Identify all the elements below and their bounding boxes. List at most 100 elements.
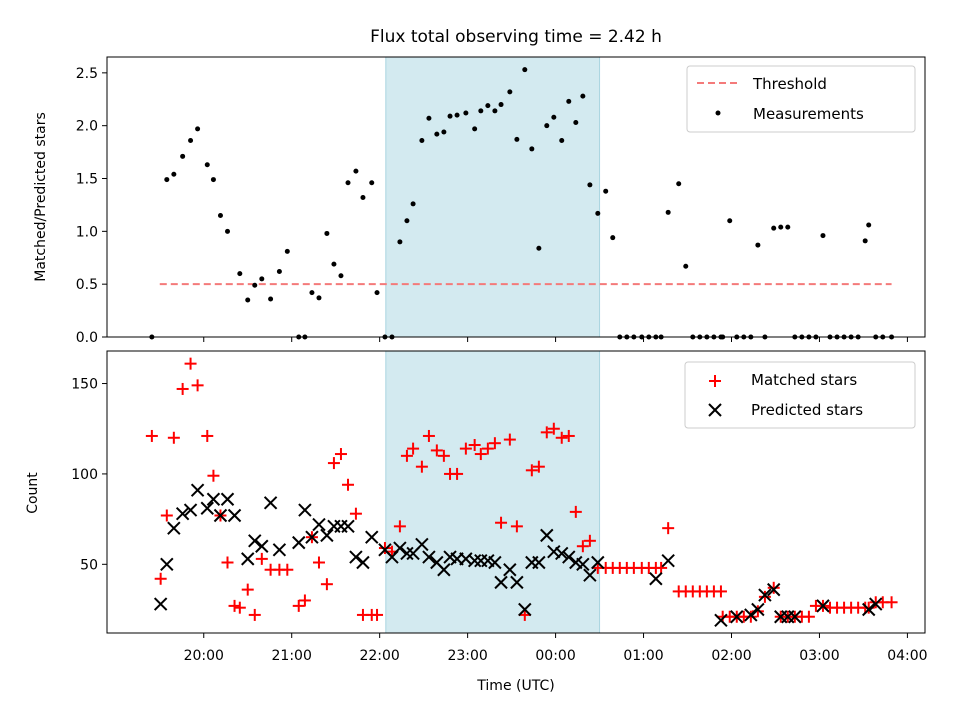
measurement-point — [210, 177, 216, 183]
matched-star-point — [468, 439, 481, 451]
matched-star-point — [233, 601, 246, 614]
predicted-star-point — [488, 555, 502, 570]
predicted-star-point — [263, 496, 278, 510]
y-tick-label: 100 — [71, 467, 98, 483]
matched-star-point — [334, 448, 347, 461]
measurement-point — [485, 103, 491, 109]
predicted-star-point — [503, 563, 517, 577]
matched-star-point — [342, 478, 355, 491]
predicted-star-point — [583, 568, 597, 582]
predicted-star-point — [751, 602, 765, 617]
matched-star-point — [201, 429, 214, 442]
predicted-star-point — [272, 543, 287, 557]
predicted-star-point — [255, 539, 269, 553]
matched-star-point — [191, 379, 204, 392]
legend-matched-swatch — [709, 375, 721, 387]
matched-star-point — [167, 431, 180, 444]
y-tick-label: 150 — [71, 377, 98, 393]
matched-star-point — [885, 596, 898, 609]
matched-star-point — [312, 556, 325, 569]
predicted-star-point — [292, 535, 306, 550]
measurement-point — [404, 218, 410, 224]
matched-star-point — [662, 522, 675, 535]
x-tick-label: 23:00 — [447, 648, 487, 664]
predicted-star-point — [532, 555, 546, 570]
measurement-point — [171, 171, 177, 177]
legend-predicted-swatch — [708, 403, 722, 417]
measurement-point — [225, 228, 231, 234]
top-panel: Flux total observing time = 2.42 h Match… — [33, 27, 926, 346]
predicted-star-point — [467, 553, 482, 568]
predicted-star-point — [200, 501, 214, 515]
measurement-point — [360, 195, 366, 201]
predicted-star-point — [661, 553, 675, 568]
matched-star-point — [510, 520, 523, 533]
legend-measurements-swatch — [715, 110, 721, 116]
matched-star-point — [407, 442, 420, 455]
matched-star-point — [714, 585, 727, 598]
matched-star-point — [371, 608, 384, 621]
matched-star-point — [569, 505, 582, 518]
matched-star-point — [540, 426, 553, 439]
predicted-star-point — [494, 575, 508, 590]
measurement-point — [188, 137, 194, 143]
matched-star-point — [518, 608, 531, 621]
predicted-star-point — [555, 546, 569, 561]
measurement-point — [785, 224, 791, 230]
matched-star-point — [767, 581, 780, 594]
x-tick-label: 01:00 — [623, 648, 663, 664]
measurement-point — [676, 181, 682, 187]
matched-star-point — [555, 431, 568, 444]
predicted-star-point — [356, 555, 370, 570]
matched-star-point — [241, 583, 254, 596]
predicted-star-point — [758, 588, 772, 602]
predicted-star-point — [540, 528, 554, 543]
predicted-star-point — [437, 563, 451, 577]
measurement-point — [447, 113, 453, 119]
matched-star-point — [292, 599, 305, 612]
measurement-point — [180, 153, 186, 159]
measurement-point — [771, 225, 777, 231]
bottom-x-ticks: 20:00 21:00 22:00 23:00 00:00 01:00 02:00 03:00… — [184, 633, 928, 664]
legend-predicted-label: Predicted stars — [751, 401, 863, 419]
matched-star-point — [459, 442, 472, 455]
bottom-panel: Count Time (UTC) 50 100 150 20:00 21:00 22:0… — [25, 350, 928, 694]
matched-star-point — [327, 457, 340, 470]
top-highlight-span — [385, 56, 601, 338]
measurement-point — [778, 224, 784, 230]
measurement-point — [324, 230, 330, 236]
matched-star-point — [481, 442, 494, 455]
predicted-star-point — [220, 492, 235, 506]
predicted-star-point — [241, 552, 255, 566]
measurement-point — [573, 120, 579, 126]
x-tick-label: 04:00 — [887, 648, 927, 664]
x-tick-label: 20:00 — [184, 648, 224, 664]
predicted-star-point — [349, 550, 363, 564]
predicted-star-point — [175, 506, 190, 521]
predicted-star-point — [298, 503, 312, 517]
matched-star-point — [228, 599, 241, 612]
matched-star-point — [758, 590, 771, 603]
chart-title: Flux total observing time = 2.42 h — [370, 27, 662, 47]
measurement-point — [204, 162, 210, 168]
measurement-point — [284, 248, 290, 254]
measurement-point — [268, 296, 274, 302]
legend-matched-label: Matched stars — [751, 371, 857, 389]
matched-star-point — [474, 448, 487, 461]
measurement-point — [419, 137, 425, 143]
y-tick-label: 0.5 — [76, 277, 98, 293]
bottom-y-ticks: 50 100 150 — [71, 377, 107, 573]
measurement-point — [559, 137, 565, 143]
top-y-axis-label: Matched/Predicted stars — [33, 112, 49, 282]
bottom-plot-marks — [145, 357, 898, 628]
top-x-ticks — [203, 337, 908, 342]
measurement-point — [331, 261, 337, 267]
matched-star-point — [184, 357, 197, 370]
measurement-point — [544, 123, 550, 129]
measurement-point — [820, 233, 826, 239]
top-y-ticks: 0.0 0.5 1.0 1.5 2.0 2.5 — [76, 66, 107, 346]
measurement-point — [587, 182, 593, 188]
bottom-highlight-span — [385, 350, 601, 634]
measurement-point — [276, 268, 282, 274]
predicted-star-point — [518, 602, 532, 617]
